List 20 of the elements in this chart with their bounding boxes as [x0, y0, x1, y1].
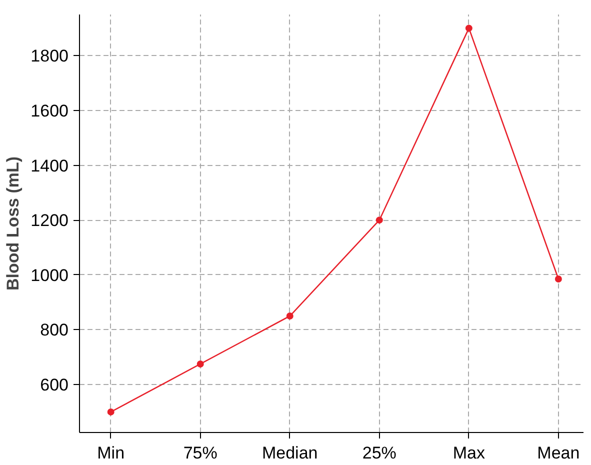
point	[554, 276, 562, 282]
y-tick-label: 1200	[30, 211, 69, 230]
point	[107, 408, 114, 416]
x-tick-label: 25%	[362, 444, 396, 462]
x-tick-label: Median	[262, 444, 318, 462]
x-tick-label: 75%	[183, 444, 218, 462]
y-tick-label: 600	[40, 376, 69, 395]
y-tick-label: 1000	[30, 266, 69, 285]
point	[376, 216, 383, 224]
y-axis-title: Blood Loss (mL)	[4, 156, 23, 291]
y-tick-label: 800	[40, 320, 69, 340]
x-tick-label: Mean	[537, 444, 580, 462]
x-tick-label: Min	[97, 444, 125, 462]
y-tick-label: 1600	[30, 101, 69, 120]
point	[286, 312, 294, 320]
x-tick-label: Max	[452, 444, 486, 462]
point	[465, 24, 472, 32]
y-tick-label: 1400	[30, 156, 69, 176]
point	[196, 360, 204, 368]
y-tick-label: 1800	[30, 46, 69, 66]
